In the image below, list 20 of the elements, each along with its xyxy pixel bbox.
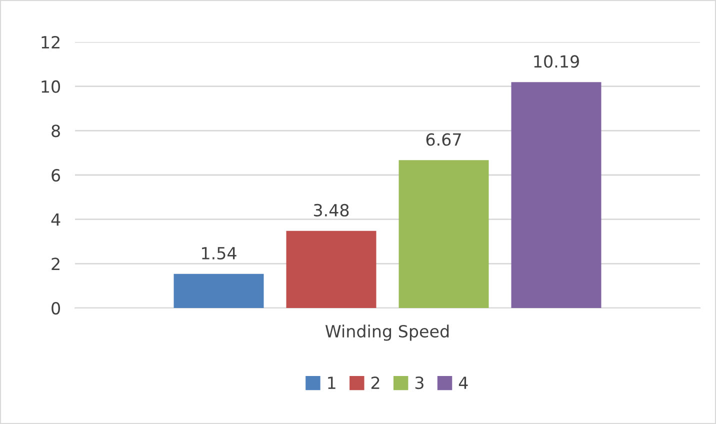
y-tick-label: 10 [42,80,60,93]
data-label: 6.67 [426,133,461,146]
data-label: 3.48 [314,204,349,217]
legend-label: 3 [415,376,424,390]
y-tick-label: 8 [52,124,60,138]
y-tick-label: 2 [52,258,60,270]
y-tick-label: 12 [42,36,60,48]
y-tick-label: 4 [51,214,60,226]
y-tick-label: 0 [52,302,60,315]
legend-label: 2 [371,376,380,389]
legend-label: 4 [458,376,468,389]
bar [174,274,264,308]
bar [286,230,376,308]
legend-label: 1 [328,376,336,389]
bar [511,82,602,308]
y-tick-label: 6 [52,168,60,182]
bar [398,160,489,308]
data-label: 1.54 [202,247,236,260]
data-label: 10.19 [534,55,579,68]
x-tick-label: Winding Speed [325,324,449,341]
